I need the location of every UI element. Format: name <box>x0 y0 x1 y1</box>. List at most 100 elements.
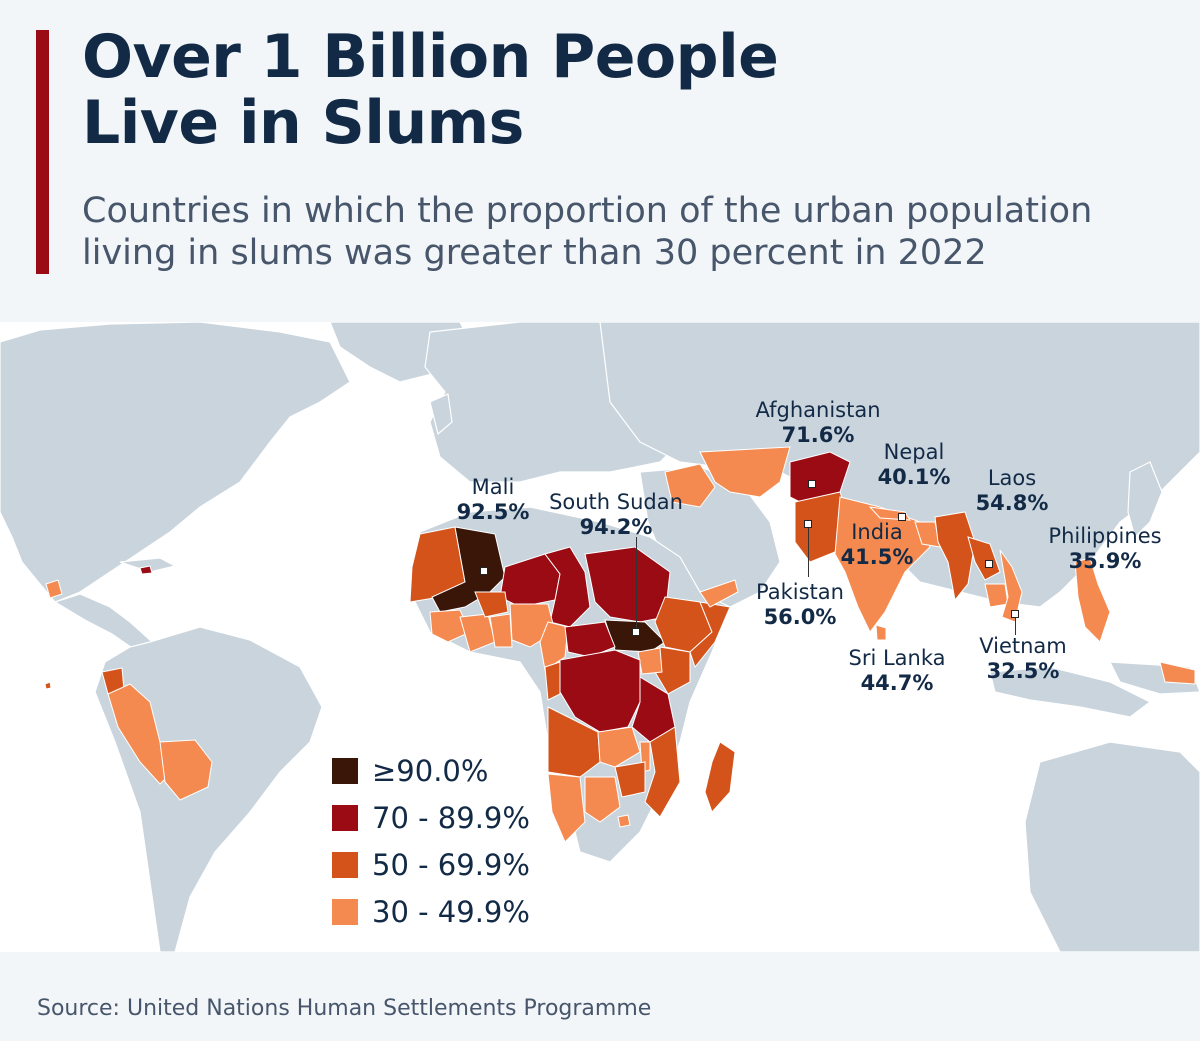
country-bolivia <box>159 739 213 801</box>
legend-item-90: ≥90.0% <box>332 747 530 794</box>
callout-vietnam-name: Vietnam <box>979 634 1067 658</box>
country-burkina <box>474 591 509 618</box>
callout-afghanistan-value: 71.6% <box>781 423 855 447</box>
legend-swatch-30 <box>332 898 358 925</box>
callout-india: India 41.5% <box>832 520 922 570</box>
callout-philippines-value: 35.9% <box>1068 549 1142 573</box>
country-guatemala <box>45 579 63 599</box>
marker-mali <box>480 567 488 575</box>
country-iran-region <box>699 446 791 498</box>
country-mozambique <box>644 726 681 818</box>
callout-laos-name: Laos <box>987 466 1037 490</box>
accent-bar <box>36 30 49 274</box>
country-angola <box>547 706 601 778</box>
source-note: Source: United Nations Human Settlements… <box>37 996 652 1021</box>
land-australia <box>1024 741 1200 952</box>
marker-afghanistan <box>808 480 816 488</box>
leader-pakistan <box>808 527 810 577</box>
marker-nepal <box>898 513 906 521</box>
legend-swatch-50 <box>332 851 358 878</box>
callout-laos-value: 54.8% <box>975 491 1049 515</box>
legend-label-70: 70 - 89.9% <box>372 800 530 835</box>
world-map: Mali 92.5% South Sudan 94.2% Afghanistan… <box>0 322 1200 952</box>
country-drc <box>559 649 641 733</box>
land-japan <box>1127 461 1163 539</box>
title-line-2: Live in Slums <box>82 88 524 158</box>
callout-nepal: Nepal 40.1% <box>862 440 966 490</box>
country-cambodia <box>984 583 1009 608</box>
marker-south-sudan <box>632 628 640 636</box>
callout-afghanistan-name: Afghanistan <box>755 398 881 422</box>
callout-nepal-value: 40.1% <box>877 465 951 489</box>
country-laos <box>967 536 1001 581</box>
callout-south-sudan-name: South Sudan <box>549 490 683 514</box>
country-yemen <box>699 579 739 608</box>
callout-sri-lanka-name: Sri Lanka <box>848 646 946 670</box>
callout-nepal-name: Nepal <box>883 440 945 464</box>
marker-pakistan <box>804 520 812 528</box>
callout-mali-name: Mali <box>471 475 515 499</box>
chart-subtitle: Countries in which the proportion of the… <box>82 190 1182 274</box>
country-mali <box>431 526 506 613</box>
callout-sri-lanka-value: 44.7% <box>860 671 934 695</box>
country-myanmar <box>934 511 976 602</box>
subtitle-line-1: Countries in which the proportion of the… <box>82 191 1093 231</box>
country-haiti <box>139 565 153 575</box>
land-north-america <box>0 322 351 603</box>
legend-label-30: 30 - 49.9% <box>372 894 530 929</box>
country-uganda <box>637 647 663 675</box>
header: Over 1 Billion People Live in Slums Coun… <box>0 0 1200 322</box>
country-congo <box>544 661 561 701</box>
callout-south-sudan: South Sudan 94.2% <box>536 490 696 540</box>
callout-pakistan-value: 56.0% <box>763 605 837 629</box>
callout-afghanistan: Afghanistan 71.6% <box>748 398 888 448</box>
callout-vietnam: Vietnam 32.5% <box>968 634 1078 684</box>
callout-india-name: India <box>851 520 903 544</box>
callout-vietnam-value: 32.5% <box>986 659 1060 683</box>
callout-sri-lanka: Sri Lanka 44.7% <box>838 646 956 696</box>
map-canvas <box>0 322 1200 952</box>
leader-vietnam <box>1015 617 1017 635</box>
callout-laos: Laos 54.8% <box>962 466 1062 516</box>
legend-item-70: 70 - 89.9% <box>332 794 530 841</box>
country-philippines <box>1074 557 1111 643</box>
title-line-1: Over 1 Billion People <box>82 22 779 92</box>
legend-swatch-90 <box>332 757 358 784</box>
country-iraq <box>664 463 716 508</box>
legend-item-50: 50 - 69.9% <box>332 841 530 888</box>
highlighted-countries <box>44 446 1196 843</box>
legend-label-90: ≥90.0% <box>372 753 489 788</box>
callout-pakistan: Pakistan 56.0% <box>744 580 856 630</box>
callout-philippines-name: Philippines <box>1048 524 1162 548</box>
legend-swatch-70 <box>332 804 358 831</box>
callout-mali: Mali 92.5% <box>438 475 548 525</box>
chart-title: Over 1 Billion People Live in Slums <box>82 24 1162 156</box>
marker-vietnam <box>1011 610 1019 618</box>
country-ghana-togo <box>489 613 513 648</box>
land-south-america <box>94 626 323 952</box>
land-indonesia <box>989 666 1152 718</box>
callout-pakistan-name: Pakistan <box>756 580 844 604</box>
callout-south-sudan-value: 94.2% <box>579 515 653 539</box>
callout-india-value: 41.5% <box>840 545 914 569</box>
marker-laos <box>985 560 993 568</box>
country-botswana <box>584 776 621 823</box>
callout-philippines: Philippines 35.9% <box>1030 524 1180 574</box>
country-zimbabwe <box>614 761 646 798</box>
country-small-caribbean <box>44 681 52 690</box>
leader-south-sudan <box>636 537 638 629</box>
map-legend: ≥90.0% 70 - 89.9% 50 - 69.9% 30 - 49.9% <box>332 747 530 935</box>
country-png <box>1159 661 1196 685</box>
land-uk <box>429 393 453 436</box>
country-namibia <box>547 773 586 843</box>
country-zambia <box>597 726 641 768</box>
subtitle-line-2: living in slums was greater than 30 perc… <box>82 233 987 273</box>
country-somalia <box>689 601 731 669</box>
legend-item-30: 30 - 49.9% <box>332 888 530 935</box>
callout-mali-value: 92.5% <box>456 500 530 524</box>
country-sri-lanka <box>875 624 887 641</box>
country-madagascar <box>704 741 736 813</box>
legend-label-50: 50 - 69.9% <box>372 847 530 882</box>
country-lesotho <box>617 814 631 828</box>
footer: Source: United Nations Human Settlements… <box>0 952 1200 1041</box>
